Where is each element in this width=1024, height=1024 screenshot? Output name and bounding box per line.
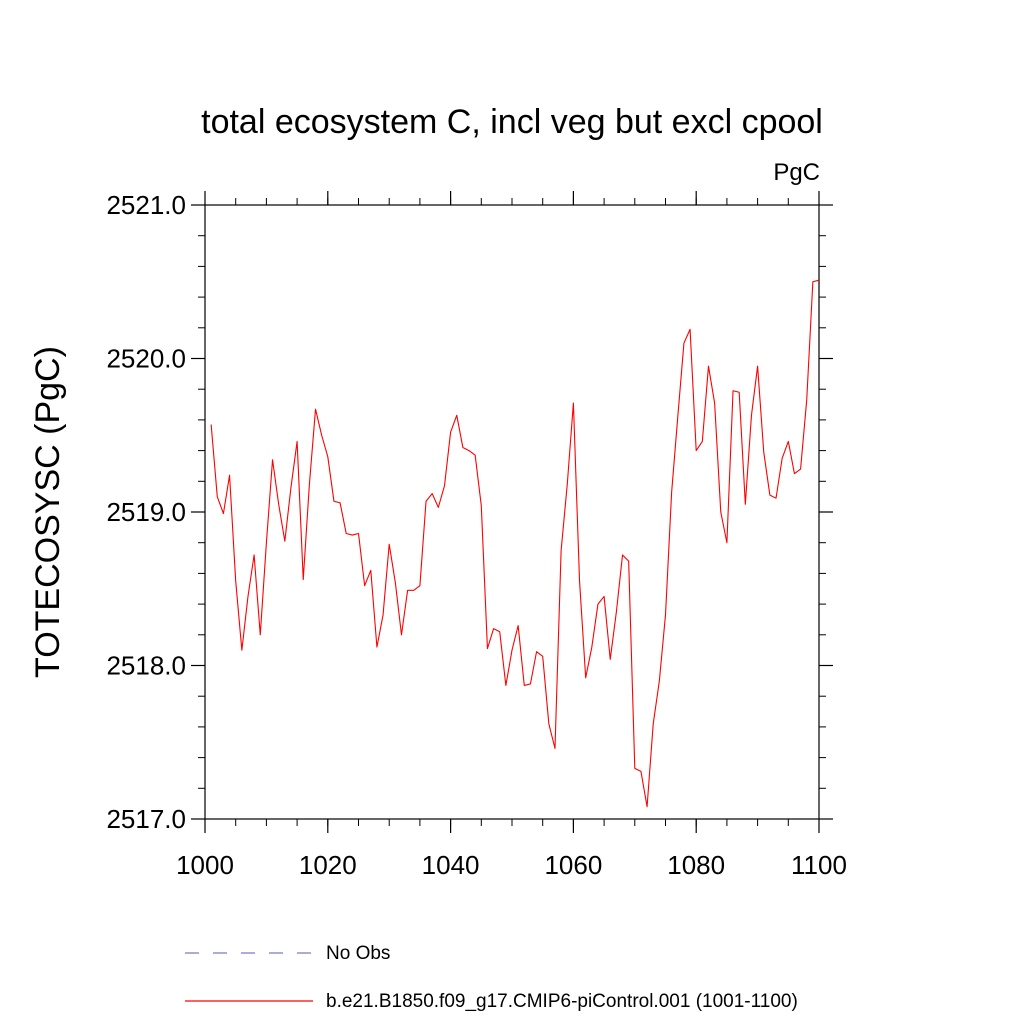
plot-frame <box>204 204 820 820</box>
y-tick-label: 2519.0 <box>106 497 186 527</box>
y-tick-label: 2521.0 <box>106 190 186 220</box>
tick-labels: 2517.0 2518.0 2519.0 2520.0 2521.0 1000 1020 10… <box>106 190 846 880</box>
x-tick-label: 1020 <box>299 850 357 880</box>
x-tick-label: 1080 <box>667 850 725 880</box>
units-label: PgC <box>773 159 820 186</box>
y-tick-label: 2517.0 <box>106 804 186 834</box>
axis-ticks <box>191 191 833 833</box>
y-tick-label: 2518.0 <box>106 651 186 681</box>
x-tick-label: 1000 <box>176 850 234 880</box>
series-layer <box>210 279 820 808</box>
x-tick-label: 1060 <box>544 850 602 880</box>
y-axis-label: TOTECOSYSC (PgC) <box>29 346 67 678</box>
x-tick-label: 1040 <box>422 850 480 880</box>
legend-label-picontrol: b.e21.B1850.f09_g17.CMIP6-piControl.001 … <box>326 991 798 1012</box>
series-line-picontrol <box>210 279 820 808</box>
legend-label-no-obs: No Obs <box>326 943 390 964</box>
legend: No Obs b.e21.B1850.f09_g17.CMIP6-piContr… <box>185 943 798 1012</box>
chart-title: total ecosystem C, incl veg but excl cpo… <box>201 103 823 141</box>
x-tick-label: 1100 <box>791 850 847 880</box>
y-tick-label: 2520.0 <box>106 344 186 374</box>
